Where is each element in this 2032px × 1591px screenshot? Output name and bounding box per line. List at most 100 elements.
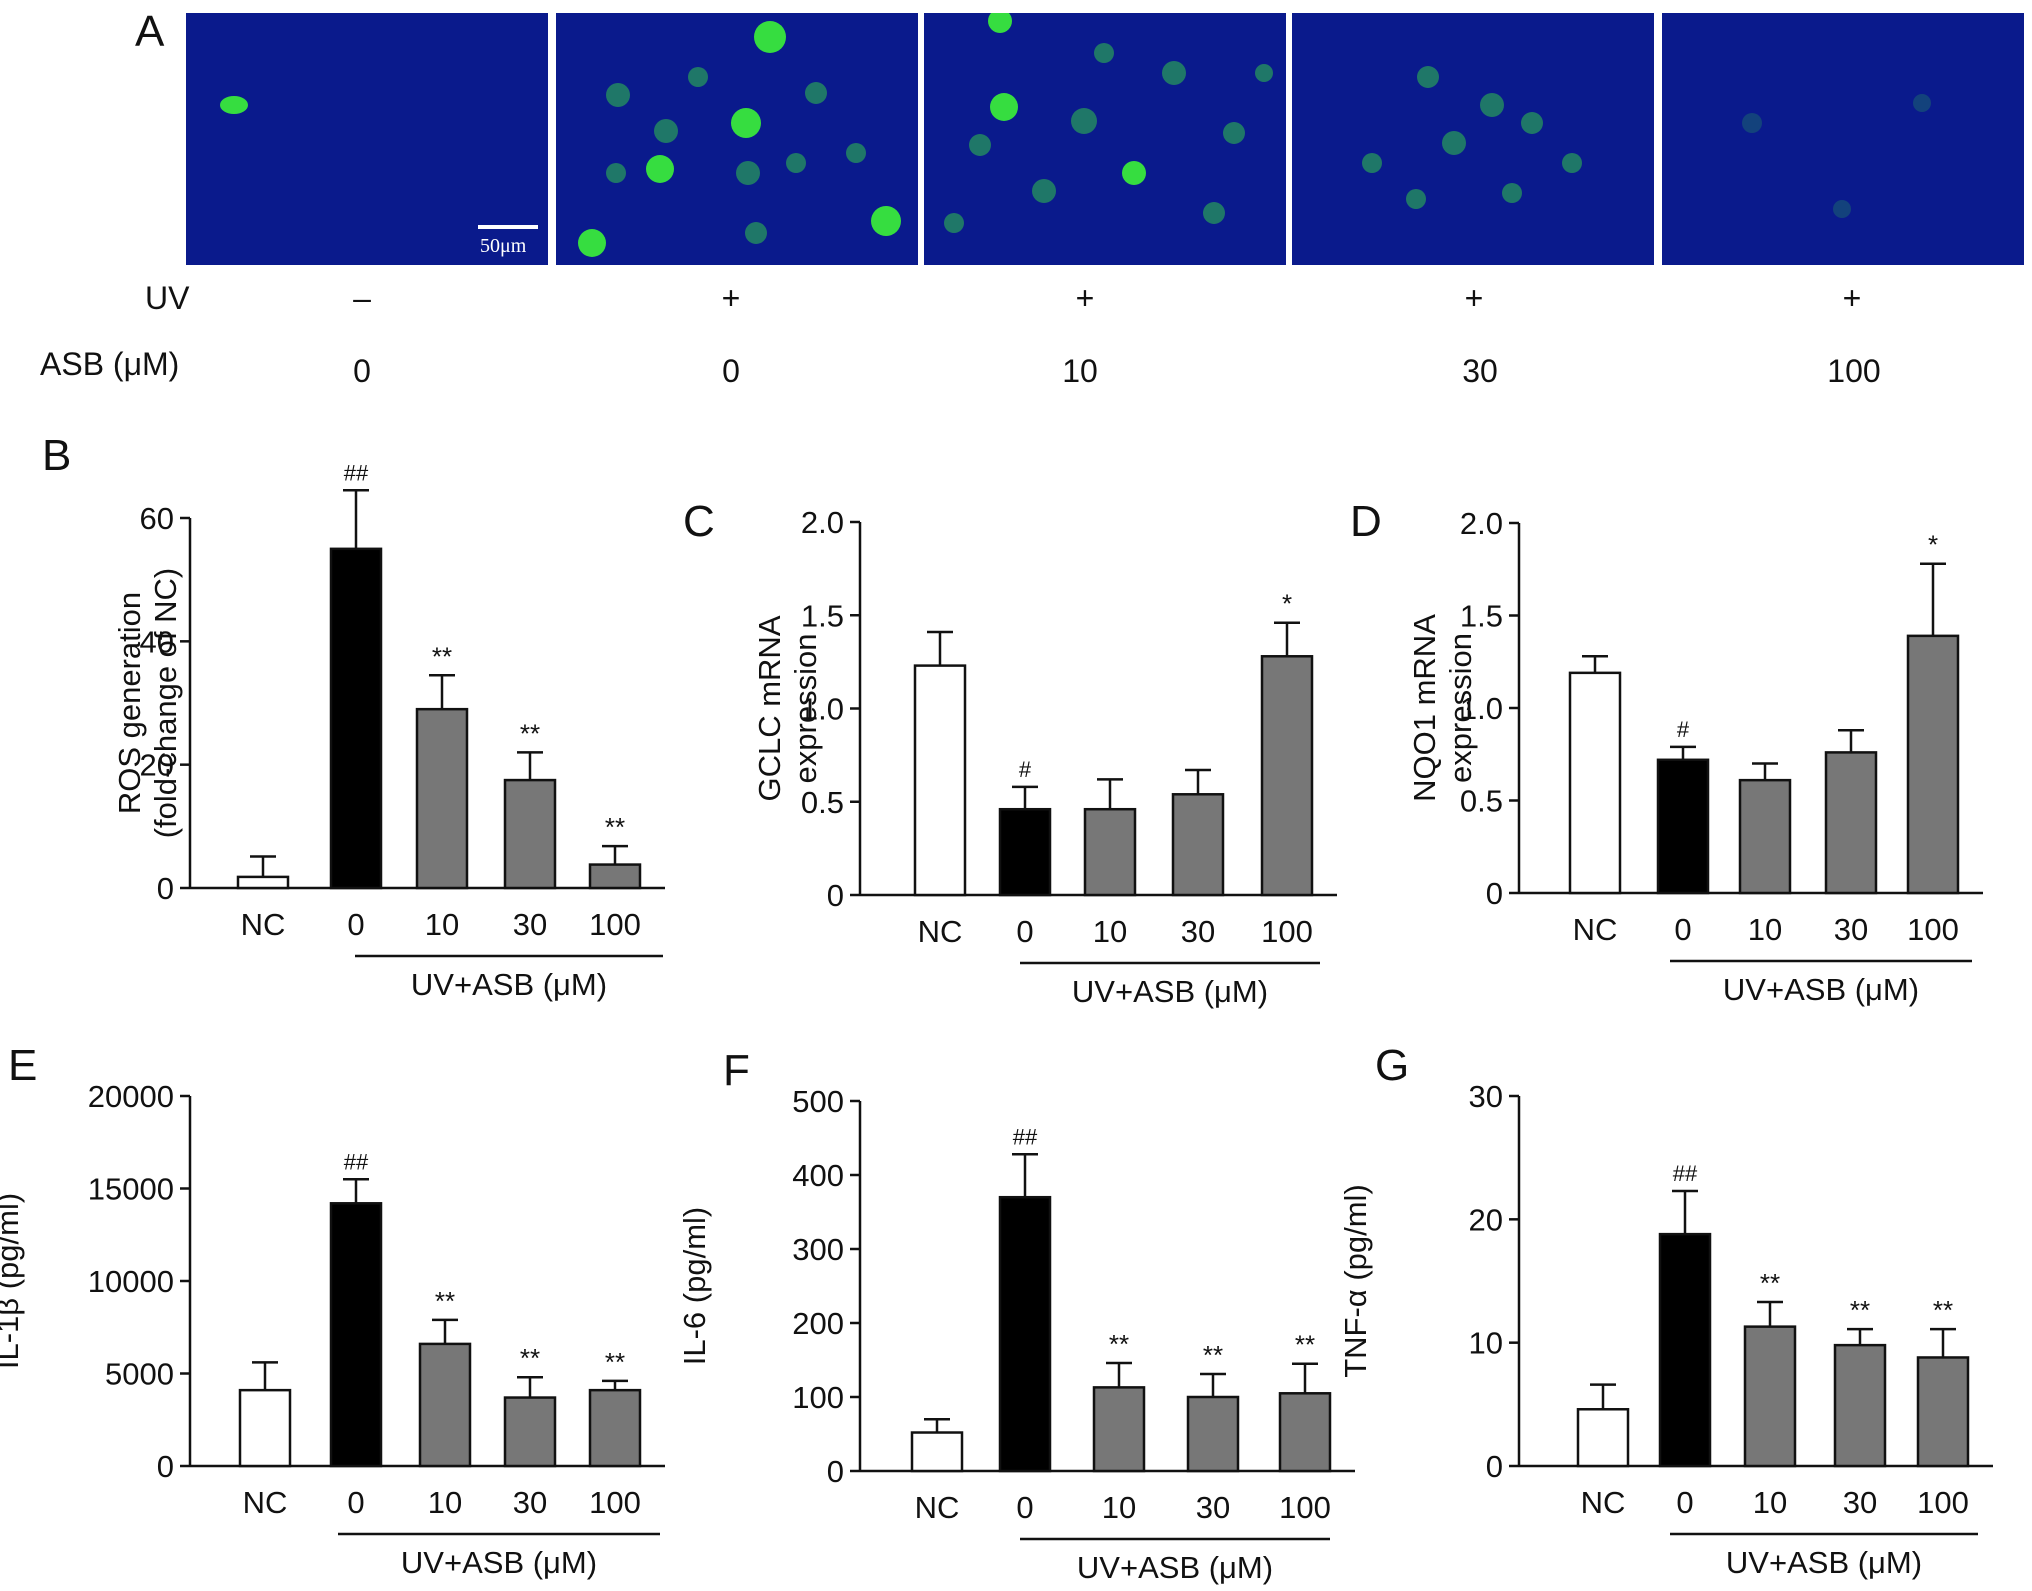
asb-dose-3: 10 <box>1062 353 1098 389</box>
significance-mark-f-1: ## <box>1013 1124 1038 1149</box>
y-tick-label-g-0: 0 <box>1486 1449 1503 1484</box>
fluorescent-cells <box>1362 66 1582 209</box>
y-tick-label-e-4: 20000 <box>88 1079 174 1114</box>
uv-condition-2: + <box>721 280 741 316</box>
fluorescent-cells <box>1742 94 1931 218</box>
y-axis-label-2-b: (fold-change of NC) <box>148 568 183 839</box>
bar-c-2 <box>1083 807 1137 897</box>
bar-e-3 <box>503 1396 557 1468</box>
significance-mark-g-2: ** <box>1760 1268 1780 1298</box>
uv-condition-5: + <box>1842 280 1862 316</box>
x-tick-label-g-2: 10 <box>1753 1485 1787 1520</box>
group-label-d: UV+ASB (μM) <box>1723 972 1919 1007</box>
x-tick-label-d-0: NC <box>1573 912 1618 947</box>
bar-f-3 <box>1186 1395 1240 1473</box>
bar-b-4 <box>588 863 642 890</box>
micrograph-uv-plus-asb-10 <box>924 13 1286 265</box>
row-label-asb: ASB (μM) <box>40 346 180 382</box>
x-tick-label-f-0: NC <box>915 1490 960 1525</box>
y-tick-label-f-3: 300 <box>792 1232 844 1267</box>
bar-d-2 <box>1738 778 1792 895</box>
fluorescent-cell <box>220 96 248 114</box>
y-tick-label-d-0: 0 <box>1486 876 1503 911</box>
group-label-e: UV+ASB (μM) <box>401 1545 597 1580</box>
y-tick-label-g-3: 30 <box>1469 1079 1503 1114</box>
y-tick-label-d-3: 1.5 <box>1460 599 1503 634</box>
bar-b-2 <box>415 707 469 890</box>
y-axis-label-e: IL-1β (pg/ml) <box>0 1193 25 1369</box>
bar-f-4 <box>1278 1392 1332 1473</box>
y-tick-label-f-5: 500 <box>792 1084 844 1119</box>
asb-dose-4: 30 <box>1462 353 1498 389</box>
x-tick-label-b-2: 10 <box>425 907 459 942</box>
x-tick-label-e-1: 0 <box>347 1485 364 1520</box>
x-tick-label-g-4: 100 <box>1917 1485 1969 1520</box>
x-tick-label-c-2: 10 <box>1093 914 1127 949</box>
panel-letter-c: C <box>683 497 715 546</box>
x-tick-label-d-2: 10 <box>1748 912 1782 947</box>
significance-mark-c-1: # <box>1019 757 1032 782</box>
panel-letter-d: D <box>1350 497 1382 546</box>
uv-condition-3: + <box>1075 280 1095 316</box>
significance-mark-b-4: ** <box>605 812 625 842</box>
x-tick-label-e-2: 10 <box>428 1485 462 1520</box>
fluorescent-cells <box>578 21 901 257</box>
y-tick-label-f-0: 0 <box>827 1454 844 1489</box>
y-tick-label-f-2: 200 <box>792 1306 844 1341</box>
micrograph-uv-plus-asb-0 <box>556 13 918 265</box>
y-tick-label-e-1: 5000 <box>105 1357 174 1392</box>
y-axis-label-d: NQO1 mRNA <box>1407 614 1442 802</box>
y-tick-label-d-1: 0.5 <box>1460 784 1503 819</box>
uv-condition-4: + <box>1464 280 1484 316</box>
x-tick-label-e-3: 30 <box>513 1485 547 1520</box>
significance-mark-b-1: ## <box>344 460 369 485</box>
y-tick-label-c-0: 0 <box>827 878 844 913</box>
y-tick-label-e-3: 15000 <box>88 1172 174 1207</box>
significance-mark-b-2: ** <box>432 641 452 671</box>
x-tick-label-f-1: 0 <box>1016 1490 1033 1525</box>
bar-e-4 <box>588 1388 642 1468</box>
x-tick-label-c-1: 0 <box>1016 914 1033 949</box>
bar-d-3 <box>1824 751 1878 895</box>
y-axis-label-2-d: expression <box>1443 633 1478 783</box>
bar-f-2 <box>1092 1386 1146 1473</box>
x-tick-label-g-1: 0 <box>1676 1485 1693 1520</box>
x-tick-label-d-4: 100 <box>1907 912 1959 947</box>
bar-g-3 <box>1833 1343 1887 1468</box>
bar-f-1 <box>998 1195 1052 1473</box>
significance-mark-g-3: ** <box>1850 1295 1870 1325</box>
x-tick-label-e-0: NC <box>243 1485 288 1520</box>
bar-g-0 <box>1576 1408 1630 1468</box>
y-tick-label-b-0: 0 <box>157 871 174 906</box>
y-tick-label-e-2: 10000 <box>88 1264 174 1299</box>
bar-c-0 <box>913 664 967 897</box>
panel-letter-g: G <box>1375 1041 1409 1090</box>
scale-bar-label: 50μm <box>480 235 527 257</box>
group-label-c: UV+ASB (μM) <box>1072 974 1268 1009</box>
bar-d-1 <box>1656 758 1710 895</box>
significance-mark-c-4: * <box>1282 589 1292 619</box>
x-tick-label-c-4: 100 <box>1261 914 1313 949</box>
x-tick-label-g-0: NC <box>1581 1485 1626 1520</box>
micrograph-uv-plus-asb-30 <box>1292 13 1654 265</box>
y-tick-label-c-3: 1.5 <box>801 598 844 633</box>
x-tick-label-b-1: 0 <box>347 907 364 942</box>
x-tick-label-f-2: 10 <box>1102 1490 1136 1525</box>
significance-mark-g-4: ** <box>1933 1295 1953 1325</box>
y-tick-label-c-1: 0.5 <box>801 785 844 820</box>
group-label-b: UV+ASB (μM) <box>411 967 607 1002</box>
bar-b-0 <box>236 875 290 890</box>
bar-g-4 <box>1916 1356 1970 1468</box>
bar-g-2 <box>1743 1325 1797 1468</box>
significance-mark-e-4: ** <box>605 1347 625 1377</box>
y-tick-label-f-4: 400 <box>792 1158 844 1193</box>
y-tick-label-b-2: 40 <box>140 624 174 659</box>
x-tick-label-g-3: 30 <box>1843 1485 1877 1520</box>
y-axis-label-2-c: expression <box>788 634 823 784</box>
y-axis-label-g: TNF-α (pg/ml) <box>1338 1184 1373 1378</box>
bar-e-0 <box>238 1388 292 1468</box>
micrograph-uv-plus-asb-100 <box>1662 13 2024 265</box>
bar-c-1 <box>998 807 1052 897</box>
y-tick-label-e-0: 0 <box>157 1449 174 1484</box>
